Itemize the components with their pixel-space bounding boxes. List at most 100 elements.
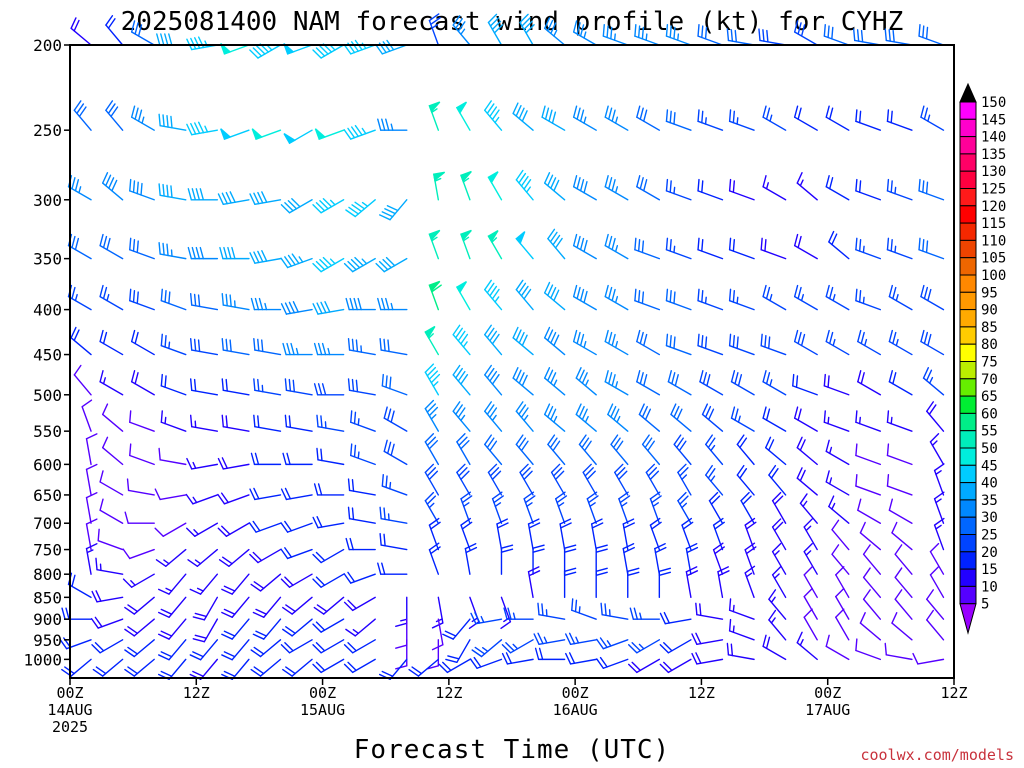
colorbar-swatch [959,343,977,363]
wind-barb [604,233,629,260]
wind-barb [670,403,692,432]
colorbar-label: 90 [981,303,998,319]
wind-barb [792,373,818,396]
wind-barb [124,596,155,615]
colorbar-label: 50 [981,441,998,457]
wind-barb [186,522,219,537]
wind-barb [252,618,282,640]
wind-barb [424,399,440,432]
wind-barb [221,414,250,432]
wind-barb [665,333,692,356]
wind-barb [345,537,376,551]
wind-barb [697,109,724,131]
wind-barb [618,491,631,524]
wind-barb [803,518,818,551]
wind-barb [158,447,187,466]
colorbar-label: 35 [981,493,998,509]
wind-barb [823,24,850,46]
x-tick-label: 12Z [940,684,967,702]
wind-barb [428,280,442,311]
wind-barb [760,333,787,356]
colorbar-label: 85 [981,320,998,336]
wind-barb [628,658,661,674]
colorbar-swatch [959,205,977,224]
y-tick-label: 750 [33,541,62,560]
wind-barb [452,401,471,432]
wind-barb [455,280,471,311]
y-tick-label: 900 [33,610,62,629]
wind-barb [762,105,787,131]
wind-barb [280,253,313,269]
wind-barb [803,566,818,599]
wind-barb [825,329,850,356]
y-tick-label: 1000 [23,650,62,669]
wind-barb [284,414,313,432]
y-tick-label: 550 [33,422,62,441]
wind-barb [312,43,345,59]
wind-barb [862,544,882,575]
wind-barb [691,652,724,665]
wind-barb [888,370,913,396]
wind-barb [765,436,787,466]
wind-barb [189,337,219,356]
wind-barb [886,109,913,131]
wind-barb [221,337,250,356]
wind-barb [61,607,92,620]
credit-text: coolwx.com/models [860,746,1014,764]
wind-barb [312,618,345,633]
wind-barb [105,15,124,46]
colorbar-label: 95 [981,285,998,301]
wind-barb [282,658,313,677]
wind-barb [728,598,755,620]
wind-barb [189,293,219,311]
colorbar-label: 60 [981,406,998,422]
wind-barb [343,639,376,654]
wind-barb [697,333,724,356]
wind-barb [484,401,503,432]
wind-barb [126,478,155,496]
wind-barb [862,567,882,599]
wind-barb [445,639,471,664]
y-tick-label: 300 [33,191,62,210]
wind-barb [189,639,219,661]
wind-barb [377,297,408,311]
wind-barb [503,607,534,620]
wind-barb [929,566,945,599]
colorbar-label: 100 [981,268,1006,284]
wind-barb [555,491,568,524]
wind-barb [926,401,945,432]
wind-barb [665,178,692,201]
wind-barb [571,598,597,620]
wind-barb [762,175,787,201]
wind-barb-grid [59,13,945,680]
wind-barb [673,434,692,466]
wind-barb [97,528,124,551]
wind-barb [614,463,629,496]
wind-barb [379,532,408,551]
wind-barb [835,587,850,620]
wind-barb [933,463,945,496]
wind-barb [622,543,635,575]
x-axis-label: Forecast Time (UTC) [354,735,670,765]
wind-barb [248,520,282,533]
wind-barb [124,658,155,677]
wind-barb [527,518,541,551]
wind-barb [760,237,787,260]
wind-barb [280,547,313,560]
wind-barb [105,100,124,131]
wind-barb [771,518,787,551]
wind-barb [91,639,124,654]
wind-barb [280,198,313,214]
colorbar-swatch [959,516,977,536]
colorbar-swatch [959,534,977,553]
wind-barb [862,589,882,620]
wind-barb [828,230,850,260]
wind-barb [92,658,124,677]
wind-barb [185,493,219,505]
wind-barb [189,414,219,432]
wind-barb [544,281,566,311]
colorbar-swatch [959,309,977,328]
wind-barb [99,470,124,496]
wind-barb [519,13,535,46]
wind-barb [221,596,250,618]
